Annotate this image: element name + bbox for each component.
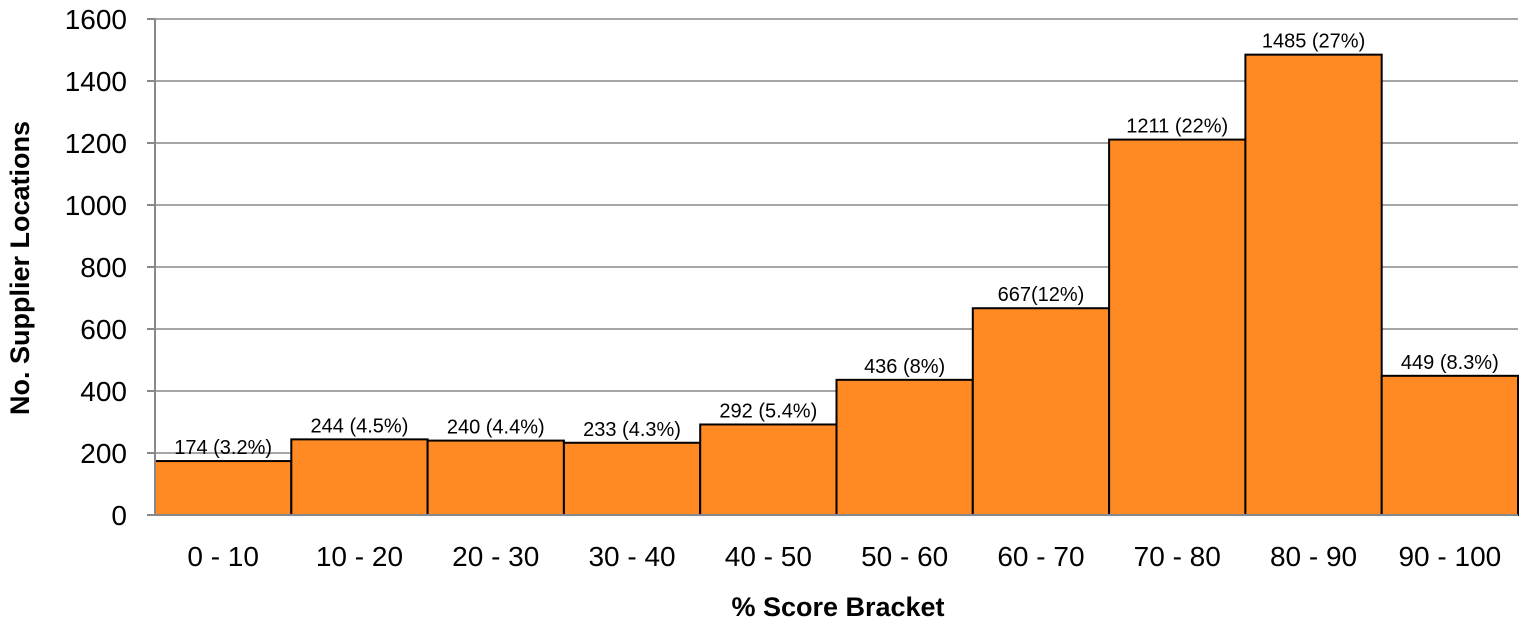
data-label: 1211 (22%) [1126,116,1228,138]
data-label: 244 (4.5%) [311,415,409,437]
data-labels: 174 (3.2%) 244 (4.5%) 240 (4.4%) 233 (4.3%)… [174,31,1499,459]
x-tick-label: 50 - 60 [861,541,948,572]
axes [147,18,1518,516]
bar [1244,53,1383,517]
y-tick-label: 400 [80,376,127,407]
bar [562,441,702,516]
bar [971,307,1111,517]
data-label: 233 (4.3%) [583,419,681,441]
y-tick-label: 1200 [65,128,127,159]
x-tick-label: 0 - 10 [187,541,259,572]
x-axis-title: % Score Bracket [731,592,944,622]
data-label: 1485 (27%) [1262,31,1365,53]
data-label: 667(12%) [998,284,1085,306]
x-tick-label: 80 - 90 [1270,541,1357,572]
x-tick-labels: 0 - 10 10 - 20 20 - 30 30 - 40 40 - 50 50 - 6… [187,541,1501,572]
y-tick-label: 200 [80,438,127,469]
bars [154,53,1519,517]
bar [426,439,565,517]
x-tick-label: 40 - 50 [725,541,812,572]
y-tick-label: 1600 [65,4,127,35]
x-tick-label: 30 - 40 [588,541,675,572]
bar [1380,374,1519,516]
bar [835,378,974,516]
x-tick-label: 60 - 70 [997,541,1084,572]
y-tick-label: 1400 [65,66,127,97]
bar [699,423,838,517]
gridlines [155,18,1518,454]
bar [154,460,293,516]
bar [1108,138,1247,516]
x-tick-label: 20 - 30 [452,541,539,572]
y-tick-label: 0 [111,500,127,531]
data-label: 436 (8%) [864,356,945,378]
data-label: 292 (5.4%) [719,400,817,422]
data-label: 240 (4.4%) [447,417,545,439]
y-axis-title: No. Supplier Locations [5,121,35,415]
y-tick-label: 600 [80,314,127,345]
bar [290,438,429,516]
x-tick-label: 70 - 80 [1134,541,1221,572]
y-tick-label: 800 [80,252,127,283]
x-tick-label: 90 - 100 [1398,541,1501,572]
x-tick-label: 10 - 20 [316,541,403,572]
data-label: 449 (8.3%) [1401,352,1499,374]
data-label: 174 (3.2%) [174,437,272,459]
y-tick-label: 1000 [65,190,127,221]
y-tick-labels: 0 200 400 600 800 1000 1200 1400 1600 [65,4,127,531]
